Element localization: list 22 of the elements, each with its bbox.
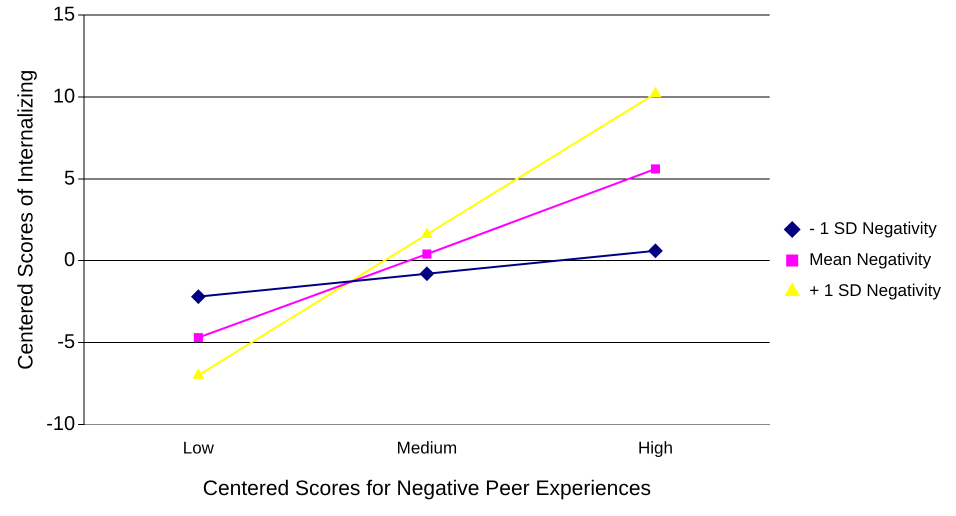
legend-label: Mean Negativity (809, 250, 932, 270)
legend-label: + 1 SD Negativity (809, 281, 942, 300)
point (648, 244, 662, 258)
point (650, 164, 660, 174)
point (194, 333, 203, 342)
y-tick-label: -10 (46, 412, 76, 435)
y-tick-label: 15 (52, 4, 76, 26)
point (420, 266, 434, 281)
x-tick-label: High (638, 438, 673, 458)
x-axis-title: Centered Scores for Negative Peer Experiences (202, 477, 652, 500)
y-tick-label: -5 (57, 331, 76, 354)
point (650, 88, 661, 98)
y-tick-label: 10 (52, 85, 76, 108)
point (191, 290, 206, 304)
point (422, 228, 432, 238)
y-tick-label: 0 (64, 249, 76, 272)
x-tick-label: Medium (396, 438, 458, 458)
y-axis-title: Centered Scores of Internalizing (14, 70, 38, 370)
y-tick-label: 5 (64, 167, 76, 190)
x-tick-label: Low (182, 438, 215, 458)
point (422, 250, 432, 259)
legend-label: - 1 SD Negativity (809, 219, 938, 238)
